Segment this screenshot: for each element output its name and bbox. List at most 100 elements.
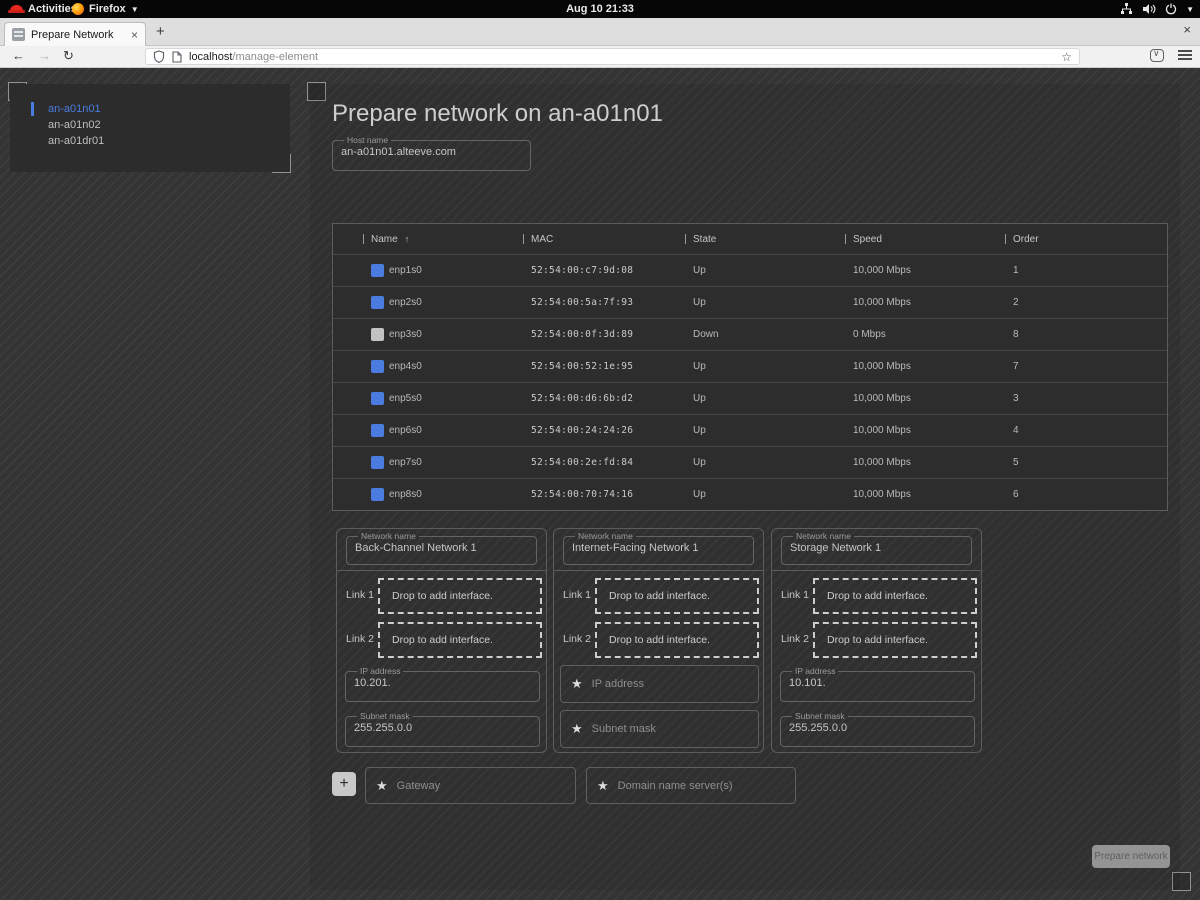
gnome-top-bar: Activities Firefox ▼ Aug 10 21:33 ▼: [0, 0, 1200, 18]
interface-mac: 52:54:00:24:24:26: [531, 425, 634, 436]
interface-state: Up: [693, 457, 706, 468]
page-info-icon[interactable]: [172, 50, 182, 63]
interface-mac: 52:54:00:52:1e:95: [531, 361, 634, 372]
page-content: an-a01n01 an-a01n02 an-a01dr01 Prepare n…: [0, 68, 1200, 900]
table-row[interactable]: enp1s0 52:54:00:c7:9d:08 Up 10,000 Mbps …: [333, 254, 1167, 286]
column-header-mac[interactable]: MAC: [523, 234, 685, 245]
volume-icon: [1143, 4, 1156, 14]
ip-address-field[interactable]: IP address 10.201.: [345, 667, 540, 702]
interface-color-swatch: [371, 456, 384, 469]
pocket-icon[interactable]: [1150, 48, 1164, 62]
interface-state: Up: [693, 393, 706, 404]
shield-icon[interactable]: [153, 50, 165, 63]
tab-close-icon[interactable]: ×: [130, 27, 138, 42]
table-row[interactable]: enp4s0 52:54:00:52:1e:95 Up 10,000 Mbps …: [333, 350, 1167, 382]
table-row[interactable]: enp5s0 52:54:00:d6:6b:d2 Up 10,000 Mbps …: [333, 382, 1167, 414]
url-bar[interactable]: localhost/manage-element ☆: [145, 48, 1080, 65]
network-name-field[interactable]: Network name Back-Channel Network 1: [346, 532, 537, 565]
corner-decoration: [307, 82, 326, 101]
interface-speed: 10,000 Mbps: [853, 457, 911, 468]
bookmark-star-icon[interactable]: ☆: [1061, 49, 1072, 64]
power-icon: [1165, 3, 1177, 15]
prepare-network-button[interactable]: Prepare network: [1092, 845, 1170, 868]
network-card-header: Network name Internet-Facing Network 1: [554, 529, 763, 571]
subnet-mask-field[interactable]: Subnet mask 255.255.0.0: [345, 712, 540, 747]
url-text[interactable]: localhost/manage-element: [189, 51, 318, 63]
ip-address-field[interactable]: IP address 10.101.: [780, 667, 975, 702]
browser-nav-bar: ← → ↻ localhost/manage-element ☆: [0, 46, 1200, 68]
interface-order: 3: [1013, 393, 1019, 404]
network-name-field[interactable]: Network name Storage Network 1: [781, 532, 972, 565]
table-row[interactable]: enp2s0 52:54:00:5a:7f:93 Up 10,000 Mbps …: [333, 286, 1167, 318]
link2-drop-zone[interactable]: Drop to add interface.: [813, 622, 977, 658]
interface-order: 8: [1013, 329, 1019, 340]
dns-field[interactable]: ★ Domain name server(s): [586, 767, 796, 804]
interface-order: 1: [1013, 265, 1019, 276]
interface-name: enp8s0: [389, 489, 422, 500]
interface-order: 4: [1013, 425, 1019, 436]
reload-icon[interactable]: ↻: [63, 48, 74, 63]
table-row[interactable]: enp8s0 52:54:00:70:74:16 Up 10,000 Mbps …: [333, 478, 1167, 510]
column-header-speed[interactable]: Speed: [845, 234, 1005, 245]
column-header-name[interactable]: Name ↑: [363, 234, 523, 245]
activities-label: Activities: [28, 3, 77, 15]
interface-mac: 52:54:00:5a:7f:93: [531, 297, 634, 308]
link2-label: Link 2: [346, 633, 375, 645]
subnet-mask-field[interactable]: ★ Subnet mask: [560, 710, 759, 748]
required-star-icon: ★: [597, 777, 609, 793]
interface-order: 2: [1013, 297, 1019, 308]
interface-color-swatch: [371, 360, 384, 373]
interface-color-swatch: [371, 328, 384, 341]
node-item-an-a01n01[interactable]: an-a01n01: [10, 101, 290, 117]
clock[interactable]: Aug 10 21:33: [566, 3, 634, 15]
table-row[interactable]: enp6s0 52:54:00:24:24:26 Up 10,000 Mbps …: [333, 414, 1167, 446]
interface-name: enp3s0: [389, 329, 422, 340]
browser-tab[interactable]: Prepare Network ×: [4, 22, 146, 46]
gateway-field[interactable]: ★ Gateway: [365, 767, 576, 804]
interface-color-swatch: [371, 488, 384, 501]
network-name-field[interactable]: Network name Internet-Facing Network 1: [563, 532, 754, 565]
subnet-mask-field[interactable]: Subnet mask 255.255.0.0: [780, 712, 975, 747]
interface-color-swatch: [371, 264, 384, 277]
interface-speed: 10,000 Mbps: [853, 425, 911, 436]
distro-logo-icon: [8, 5, 25, 13]
back-icon[interactable]: ←: [12, 48, 25, 63]
ip-address-field[interactable]: ★ IP address: [560, 665, 759, 703]
link1-drop-zone[interactable]: Drop to add interface.: [378, 578, 542, 614]
interface-mac: 52:54:00:0f:3d:89: [531, 329, 634, 340]
browser-tab-bar: Prepare Network × + ×: [0, 18, 1200, 46]
window-close-icon[interactable]: ×: [1183, 22, 1191, 37]
column-header-state[interactable]: State: [685, 234, 845, 245]
interface-state: Up: [693, 361, 706, 372]
table-row[interactable]: enp3s0 52:54:00:0f:3d:89 Down 0 Mbps 8: [333, 318, 1167, 350]
hamburger-menu-icon[interactable]: [1178, 50, 1192, 52]
node-item-an-a01n02[interactable]: an-a01n02: [48, 119, 101, 131]
interface-speed: 0 Mbps: [853, 329, 886, 340]
page-title: Prepare network on an-a01n01: [332, 100, 663, 127]
interface-mac: 52:54:00:70:74:16: [531, 489, 634, 500]
url-host: localhost: [189, 50, 233, 63]
host-name-field[interactable]: Host name an-a01n01.alteeve.com: [332, 136, 531, 171]
table-row[interactable]: enp7s0 52:54:00:2e:fd:84 Up 10,000 Mbps …: [333, 446, 1167, 478]
column-header-order[interactable]: Order: [1005, 234, 1167, 245]
forward-icon[interactable]: →: [38, 48, 51, 63]
dns-placeholder: Domain name server(s): [617, 779, 733, 792]
network-card-header: Network name Storage Network 1: [772, 529, 981, 571]
add-network-button[interactable]: +: [332, 772, 356, 796]
activities-button[interactable]: Activities: [8, 0, 77, 18]
table-header-row: Name ↑ MAC State Speed Order: [333, 224, 1167, 254]
interface-state: Up: [693, 265, 706, 276]
node-item-an-a01dr01[interactable]: an-a01dr01: [48, 135, 105, 147]
host-name-value[interactable]: an-a01n01.alteeve.com: [341, 145, 456, 158]
gateway-placeholder: Gateway: [396, 779, 441, 792]
link1-drop-zone[interactable]: Drop to add interface.: [813, 578, 977, 614]
system-tray[interactable]: ▼: [1120, 0, 1194, 18]
app-menu-firefox[interactable]: Firefox ▼: [72, 0, 139, 18]
new-tab-button[interactable]: +: [156, 23, 165, 40]
link1-drop-zone[interactable]: Drop to add interface.: [595, 578, 759, 614]
link2-drop-zone[interactable]: Drop to add interface.: [378, 622, 542, 658]
interface-speed: 10,000 Mbps: [853, 393, 911, 404]
link2-drop-zone[interactable]: Drop to add interface.: [595, 622, 759, 658]
network-card-sn1: Network name Storage Network 1 Link 1 Dr…: [771, 528, 982, 753]
link1-label: Link 1: [781, 589, 810, 601]
